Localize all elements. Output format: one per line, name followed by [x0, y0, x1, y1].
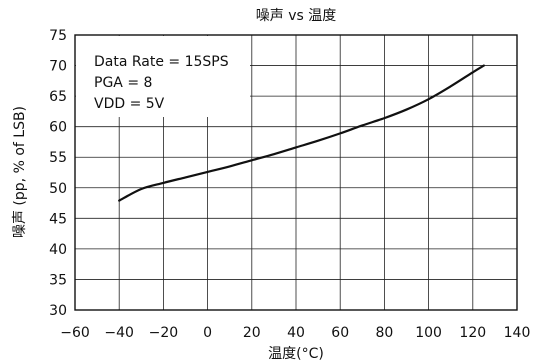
y-tick-label: 60: [49, 120, 67, 136]
x-axis-title: 温度(°C): [268, 346, 324, 362]
annotation-background: [76, 36, 250, 117]
x-tick-label: 0: [203, 325, 212, 341]
x-tick-label: −20: [149, 325, 179, 341]
x-tick-label: 40: [287, 325, 305, 341]
y-tick-label: 40: [49, 242, 67, 258]
x-tick-label: 120: [459, 325, 486, 341]
annotation-line: VDD = 5V: [94, 96, 165, 112]
annotation-line: Data Rate = 15SPS: [94, 54, 229, 70]
x-tick-label: 80: [375, 325, 393, 341]
y-axis-tick-labels: 30 35 40 45 50 55 60 65 70 75: [49, 28, 67, 319]
y-tick-label: 75: [49, 28, 67, 44]
y-tick-label: 55: [49, 150, 67, 166]
grid-layer: [75, 35, 517, 310]
x-tick-label: 140: [504, 325, 531, 341]
series-layer: [118, 64, 485, 202]
y-tick-label: 65: [49, 89, 67, 105]
annotation-line: PGA = 8: [94, 75, 152, 91]
x-axis-tick-labels: −60 −40 −20 0 20 40 60 80 100 120 140: [60, 325, 530, 341]
x-tick-label: 100: [415, 325, 442, 341]
y-tick-label: 50: [49, 181, 67, 197]
plot-area-frame: [74, 34, 518, 311]
y-axis-title: 噪声 (pp, % of LSB): [12, 106, 28, 238]
y-tick-label: 70: [49, 59, 67, 75]
annotation-box: Data Rate = 15SPS PGA = 8 VDD = 5V: [76, 36, 250, 117]
y-tick-label: 30: [49, 303, 67, 319]
chart-title: 噪声 vs 温度: [256, 8, 336, 24]
x-tick-label: −60: [60, 325, 90, 341]
y-tick-label: 35: [49, 272, 67, 288]
x-tick-label: 60: [331, 325, 349, 341]
x-tick-label: 20: [243, 325, 261, 341]
x-tick-label: −40: [104, 325, 134, 341]
y-tick-label: 45: [49, 211, 67, 227]
noise-series-line: [118, 64, 485, 202]
